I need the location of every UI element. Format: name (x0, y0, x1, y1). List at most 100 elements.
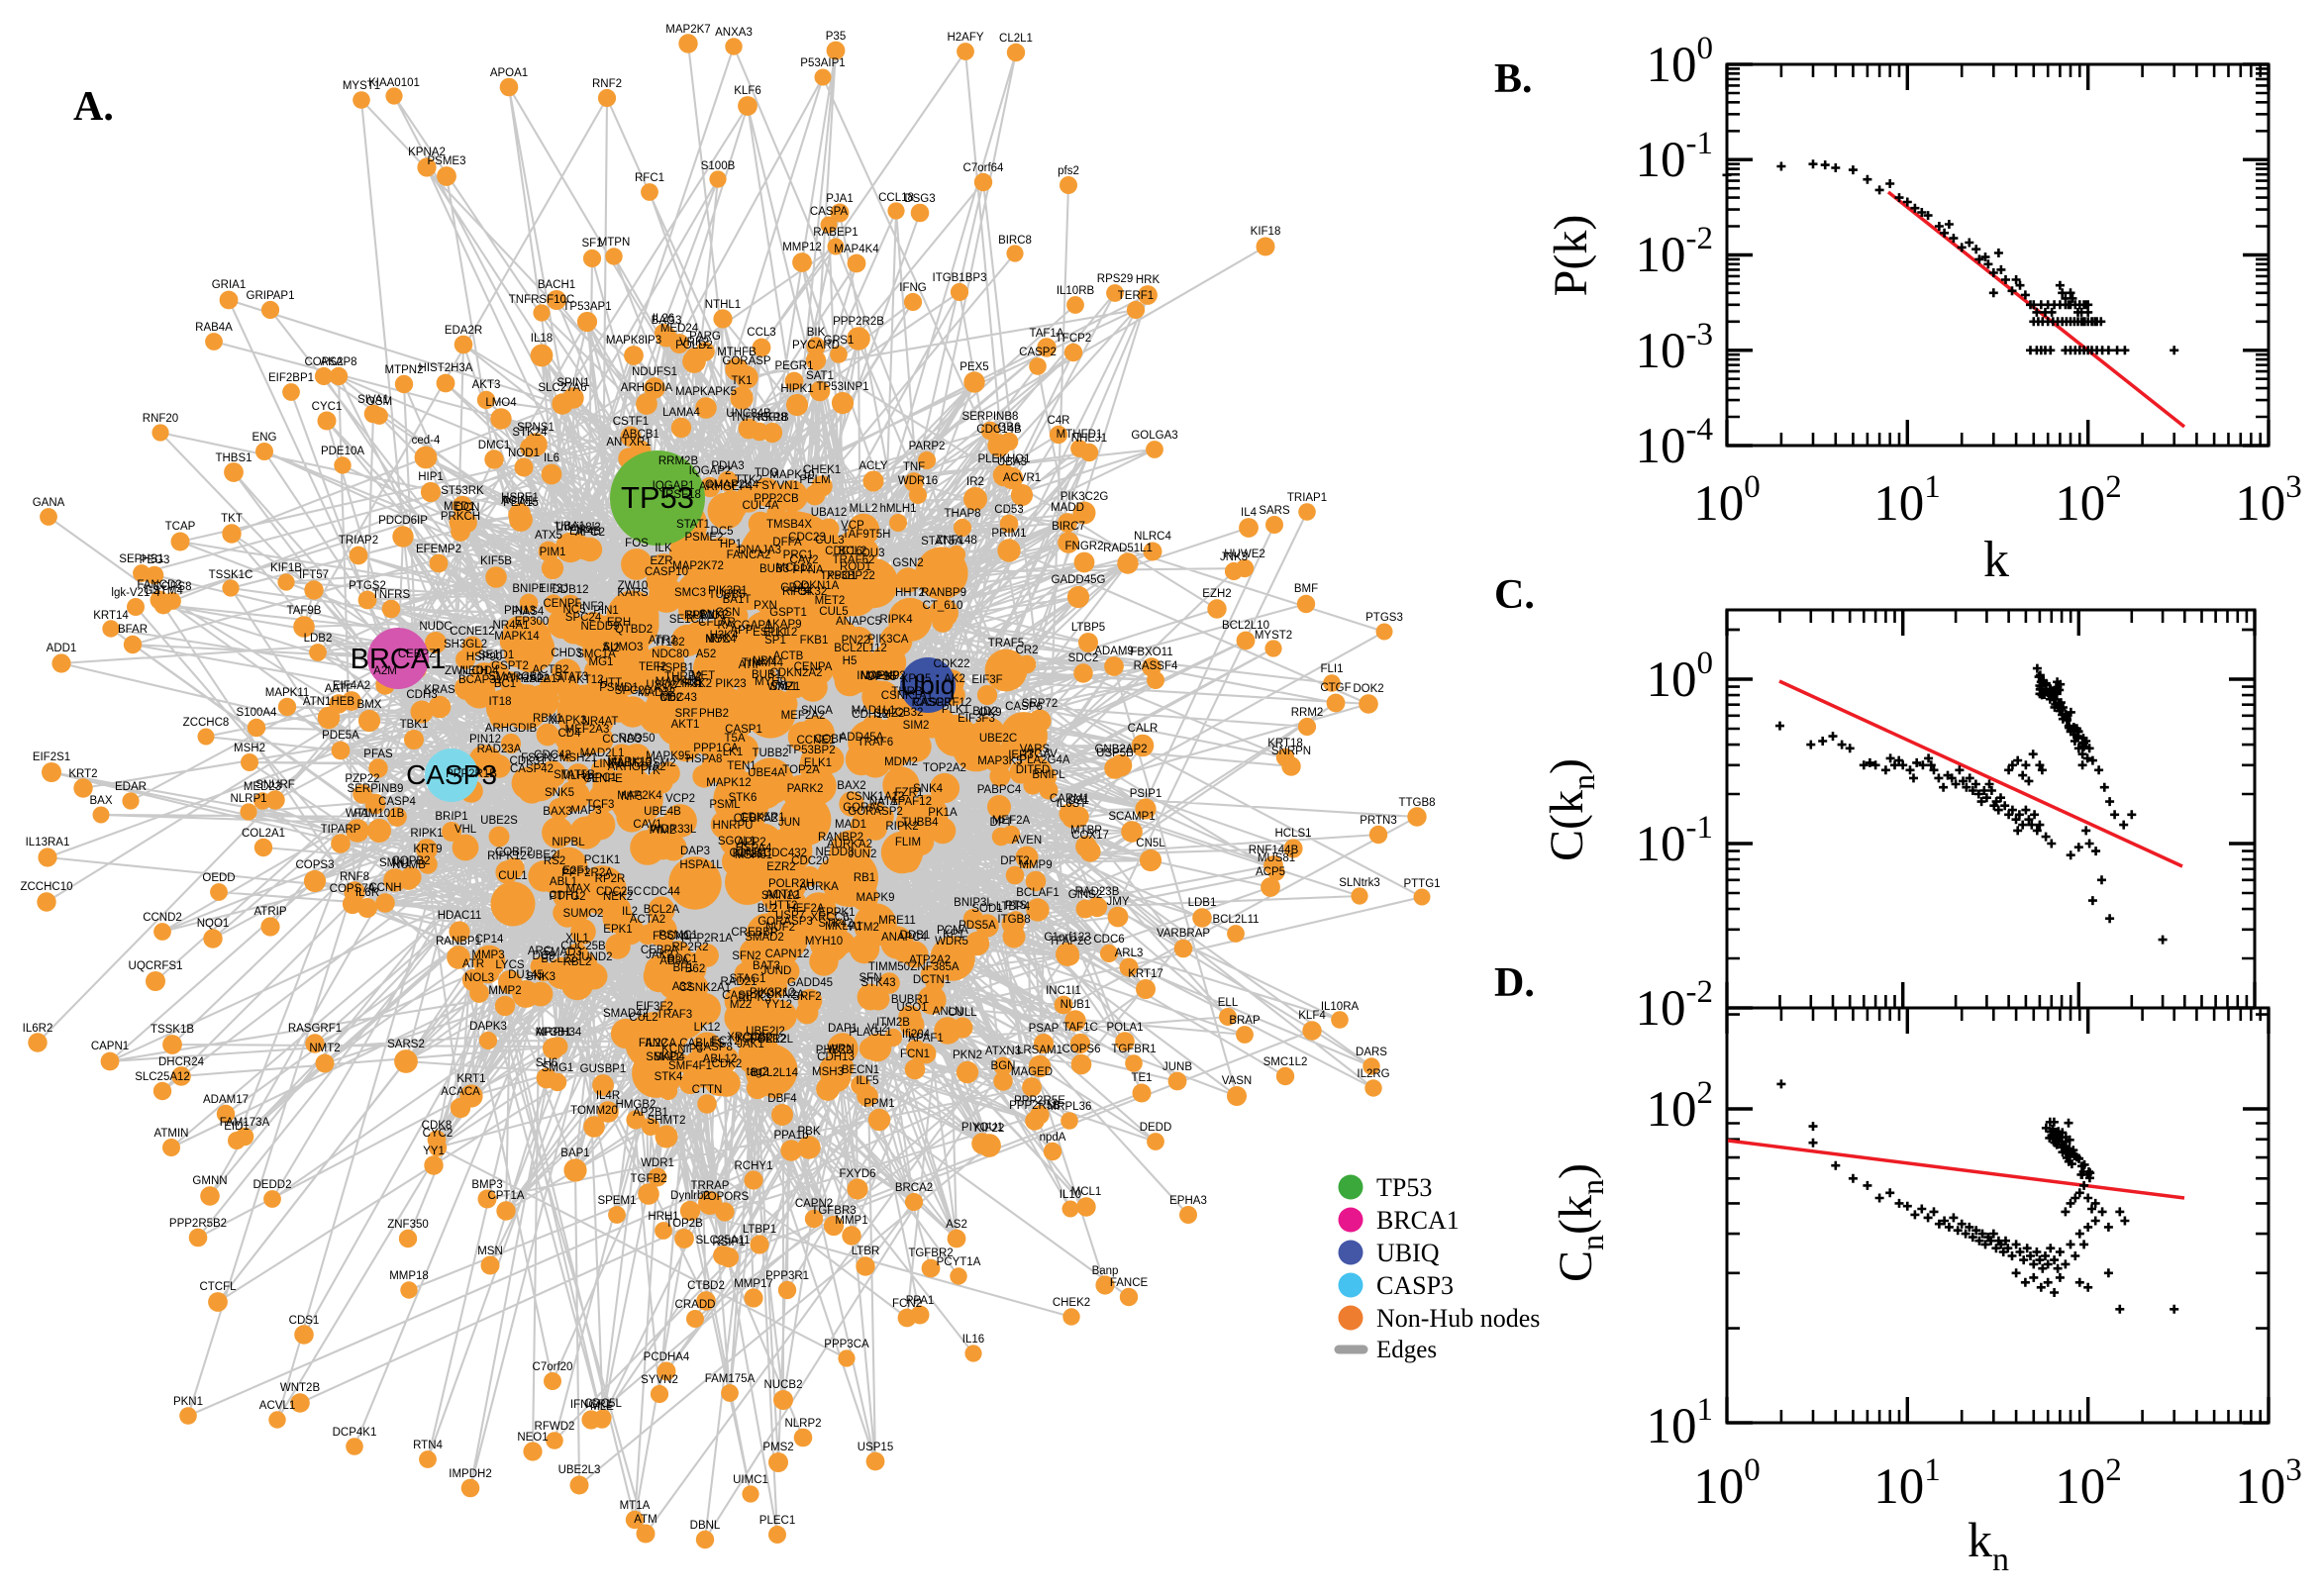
svg-text:D.: D. (1494, 960, 1535, 1006)
svg-text:KRT2: KRT2 (68, 768, 97, 780)
svg-text:PZP22: PZP22 (345, 773, 379, 785)
svg-text:CASP3: CASP3 (406, 759, 497, 790)
svg-text:TUBB2: TUBB2 (752, 748, 788, 759)
svg-text:IL2: IL2 (622, 906, 638, 918)
svg-text:HSPA1L: HSPA1L (679, 859, 723, 871)
svg-text:ADD1: ADD1 (47, 643, 77, 654)
svg-text:Tnfaip8l2: Tnfaip8l2 (554, 522, 600, 534)
svg-text:MMP3: MMP3 (471, 949, 504, 961)
svg-text:MT1A: MT1A (620, 1500, 651, 1512)
svg-text:PBK: PBK (797, 1126, 820, 1138)
svg-text:PSML: PSML (709, 799, 741, 811)
svg-text:TOPORS: TOPORS (701, 1191, 750, 1203)
svg-text:BAG3: BAG3 (652, 315, 682, 327)
svg-text:RASGRF12: RASGRF12 (912, 697, 972, 709)
svg-text:BRAP: BRAP (1229, 1015, 1261, 1027)
svg-text:BAT3: BAT3 (753, 960, 780, 972)
svg-text:POLR2L: POLR2L (750, 1034, 794, 1046)
svg-text:NF2: NF2 (582, 601, 604, 613)
svg-text:CDKN2A: CDKN2A (758, 989, 805, 1001)
svg-text:DEDD: DEDD (1140, 1122, 1172, 1134)
svg-text:SNRPN: SNRPN (1271, 746, 1311, 757)
svg-text:AP3B1: AP3B1 (536, 1027, 571, 1039)
svg-text:RIPK2: RIPK2 (885, 821, 918, 833)
svg-text:MAPK92: MAPK92 (860, 670, 905, 682)
svg-text:RABEP1: RABEP1 (813, 227, 858, 239)
svg-text:A.: A. (73, 84, 114, 130)
svg-text:SNCA: SNCA (801, 705, 833, 717)
svg-text:MAP3K5: MAP3K5 (977, 755, 1022, 767)
svg-text:DFFA: DFFA (772, 537, 802, 549)
svg-text:KRT17: KRT17 (1128, 968, 1163, 980)
svg-text:SP1: SP1 (764, 635, 786, 647)
svg-text:AURKA2: AURKA2 (827, 839, 872, 850)
svg-text:BNIP1: BNIP1 (512, 583, 545, 595)
svg-text:SLC25A12: SLC25A12 (135, 1071, 190, 1083)
svg-text:IL6: IL6 (544, 452, 559, 464)
svg-text:CASP7: CASP7 (722, 990, 759, 1002)
svg-text:HIST2H3A: HIST2H3A (419, 362, 473, 374)
svg-text:CASP2: CASP2 (1019, 347, 1057, 358)
svg-text:MDM2: MDM2 (884, 756, 918, 768)
svg-text:BL2: BL2 (758, 903, 777, 915)
svg-text:FANCA2: FANCA2 (727, 549, 771, 561)
svg-text:NR4AT: NR4AT (582, 716, 619, 728)
svg-text:MUS81: MUS81 (1258, 852, 1295, 864)
svg-text:ACP5: ACP5 (1256, 866, 1285, 878)
svg-text:UBE2I2: UBE2I2 (746, 1026, 785, 1038)
svg-text:RAD51L1: RAD51L1 (1103, 543, 1153, 554)
svg-text:SLNtrk3: SLNtrk3 (1339, 877, 1380, 889)
svg-text:TSSK1C: TSSK1C (209, 569, 253, 581)
svg-text:COPS7A: COPS7A (330, 883, 376, 895)
svg-text:SLC27A6: SLC27A6 (538, 382, 586, 394)
svg-text:SGOL1: SGOL1 (718, 836, 756, 848)
svg-text:AK2: AK2 (944, 673, 965, 685)
svg-text:EP300: EP300 (515, 616, 550, 628)
svg-text:CD42: CD42 (780, 582, 809, 594)
svg-text:CDK2: CDK2 (712, 1058, 743, 1070)
svg-text:PIM1: PIM1 (540, 547, 566, 558)
svg-text:PK1A: PK1A (928, 807, 958, 819)
svg-text:ST53RK: ST53RK (441, 485, 484, 497)
svg-text:PRTN3: PRTN3 (1360, 815, 1397, 827)
svg-text:LTBP4: LTBP4 (996, 901, 1031, 913)
svg-text:KCNIP3: KCNIP3 (661, 1044, 703, 1055)
svg-text:USO2: USO2 (646, 679, 676, 691)
svg-text:NHEJ1: NHEJ1 (1071, 433, 1107, 445)
svg-text:RNF2: RNF2 (592, 78, 622, 90)
svg-text:BCL2A: BCL2A (644, 904, 680, 916)
svg-text:pfs2: pfs2 (1058, 165, 1079, 177)
svg-text:PSME2: PSME2 (685, 532, 724, 544)
svg-text:SOD1: SOD1 (971, 903, 1002, 915)
svg-text:PIN12: PIN12 (469, 734, 501, 746)
svg-text:IL13RA1: IL13RA1 (26, 837, 70, 848)
svg-text:RSF18: RSF18 (665, 489, 701, 501)
svg-text:COBF2: COBF2 (495, 847, 533, 858)
svg-text:DPT2: DPT2 (1000, 855, 1029, 867)
svg-text:GORAS: GORAS (843, 802, 884, 814)
svg-text:TUBB4: TUBB4 (901, 817, 939, 829)
svg-text:PSMC1: PSMC1 (658, 930, 698, 942)
svg-text:SLC25A11: SLC25A11 (696, 1235, 751, 1247)
svg-text:IL6R2: IL6R2 (23, 1023, 53, 1035)
svg-text:UBE2I: UBE2I (527, 849, 559, 861)
svg-text:TNF: TNF (903, 461, 925, 473)
svg-text:KIF1B: KIF1B (270, 562, 302, 574)
svg-text:P3K32: P3K32 (793, 586, 828, 598)
svg-text:NEO1: NEO1 (517, 1432, 548, 1444)
svg-text:DBF4: DBF4 (767, 1093, 797, 1105)
svg-text:ARHGEF4: ARHGEF4 (699, 481, 754, 493)
svg-text:ZWILCH: ZWILCH (445, 665, 488, 677)
svg-text:BFAR: BFAR (118, 624, 148, 636)
svg-text:STAT5A: STAT5A (921, 536, 962, 548)
svg-text:MAPK1B: MAPK1B (656, 676, 702, 688)
svg-text:FSCN2: FSCN2 (521, 752, 558, 764)
svg-text:IL6R: IL6R (355, 887, 379, 899)
svg-text:SDC2: SDC2 (1068, 652, 1099, 664)
svg-text:TGFBR1: TGFBR1 (1111, 1044, 1156, 1055)
svg-text:SPC25: SPC25 (615, 685, 651, 697)
svg-text:MMP9: MMP9 (1019, 859, 1052, 871)
svg-text:TP53: TP53 (1376, 1173, 1432, 1202)
svg-text:FLI1: FLI1 (1320, 663, 1343, 675)
svg-text:WRN: WRN (827, 1044, 854, 1055)
